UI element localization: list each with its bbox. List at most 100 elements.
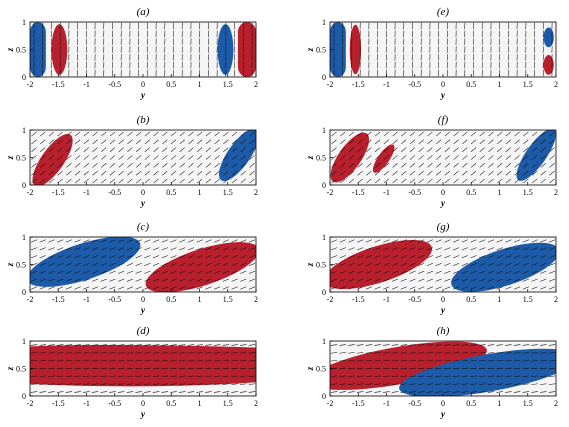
vector-arrow [109, 352, 116, 354]
vector-arrow [161, 286, 168, 290]
x-tick-label: 0 [441, 295, 445, 304]
x-tick-label: -2 [27, 399, 34, 408]
vector-arrow [400, 367, 408, 370]
vector-arrow [222, 359, 230, 362]
x-tick-label: -1.5 [352, 295, 365, 304]
blue-region [543, 27, 554, 48]
vector-arrow [391, 383, 399, 385]
x-tick-label: -0.5 [408, 188, 421, 197]
vector-arrow [240, 352, 247, 354]
vector-arrow [222, 239, 229, 243]
vector-arrow [383, 344, 390, 346]
vector-arrow [31, 147, 37, 152]
vector-arrow [496, 286, 503, 290]
vector-arrow [531, 255, 538, 259]
plot-area [330, 22, 556, 77]
vector-arrow [374, 270, 381, 274]
vector-arrow [357, 163, 363, 168]
vector-arrow [170, 155, 177, 160]
vector-arrow [65, 344, 73, 346]
vector-arrow [83, 359, 90, 362]
vector-arrow [444, 178, 451, 184]
blue-region [218, 130, 256, 182]
vector-arrow [487, 278, 495, 282]
vector-arrow [531, 344, 538, 346]
vector-arrow [548, 344, 556, 346]
vector-arrow [330, 247, 338, 251]
vector-arrow [383, 255, 390, 259]
x-tick-label: -1.5 [352, 399, 365, 408]
vector-arrow [540, 383, 547, 385]
vector-arrow [505, 239, 512, 243]
vector-arrow [214, 255, 221, 259]
vector-arrow [427, 163, 433, 168]
vector-arrow [531, 178, 538, 184]
vector-arrow [248, 391, 256, 393]
red-region [51, 24, 68, 75]
vector-arrow [101, 139, 107, 145]
vector-arrow [118, 139, 124, 145]
vector-arrow [330, 375, 338, 378]
vector-arrow [522, 278, 529, 282]
vector-arrow [470, 139, 477, 145]
vector-arrow [31, 163, 37, 168]
vector-arrow [523, 147, 529, 152]
vector-arrow [479, 155, 485, 160]
vector-arrow [100, 367, 108, 370]
vector-arrow [348, 155, 355, 160]
vector-arrow [144, 247, 151, 251]
vector-arrow [435, 270, 442, 274]
vector-arrow [470, 344, 477, 346]
vector-arrow [531, 359, 538, 362]
vector-arrow [444, 155, 451, 160]
vector-field [330, 239, 556, 290]
vector-arrow [205, 383, 212, 385]
vector-arrow [74, 286, 81, 290]
vector-arrow [135, 155, 142, 160]
vector-arrow [435, 359, 442, 362]
vector-arrow [48, 391, 55, 393]
vector-arrow [40, 139, 46, 145]
x-tick-label: 2 [554, 188, 558, 197]
vector-arrow [374, 147, 381, 152]
panel-g: -2 -1.5 -1 -0.5 0 0.5 1 1.5 2 0 0.5 1 y z (g) [305, 221, 558, 315]
vector-arrow [91, 286, 99, 290]
vector-arrow [401, 131, 407, 137]
vector-arrow [417, 391, 425, 393]
vector-arrow [205, 155, 212, 160]
vector-arrow [496, 247, 503, 251]
vector-arrow [109, 170, 116, 176]
vector-arrow [57, 239, 64, 243]
vector-arrow [126, 352, 134, 354]
vector-arrow [383, 367, 390, 370]
vector-arrow [214, 155, 220, 160]
vector-arrow [488, 147, 494, 152]
vector-arrow [249, 147, 255, 152]
vector-arrow [444, 263, 451, 266]
vector-arrow [461, 383, 469, 385]
vector-arrow [74, 391, 81, 393]
vector-arrow [223, 163, 229, 168]
vector-arrow [505, 352, 512, 354]
vector-arrow [187, 367, 195, 370]
vector-arrow [417, 367, 425, 370]
vector-arrow [101, 155, 107, 160]
vector-arrow [197, 155, 203, 160]
vector-arrow [548, 352, 556, 354]
vector-arrow [48, 239, 55, 243]
y-axis-label: z [5, 155, 15, 160]
vector-arrow [444, 367, 451, 370]
vector-arrow [162, 178, 168, 184]
y-tick-label: 1 [322, 337, 326, 346]
vector-arrow [196, 344, 203, 346]
vector-arrow [374, 139, 381, 145]
vector-arrow [357, 239, 364, 243]
vector-arrow [214, 270, 221, 274]
vector-arrow [126, 263, 134, 266]
vector-arrow [470, 239, 477, 243]
vector-arrow [417, 352, 425, 354]
x-tick-label: 1.5 [523, 80, 533, 89]
vector-arrow [348, 147, 355, 152]
vector-arrow [100, 255, 107, 259]
vector-arrow [452, 255, 460, 259]
